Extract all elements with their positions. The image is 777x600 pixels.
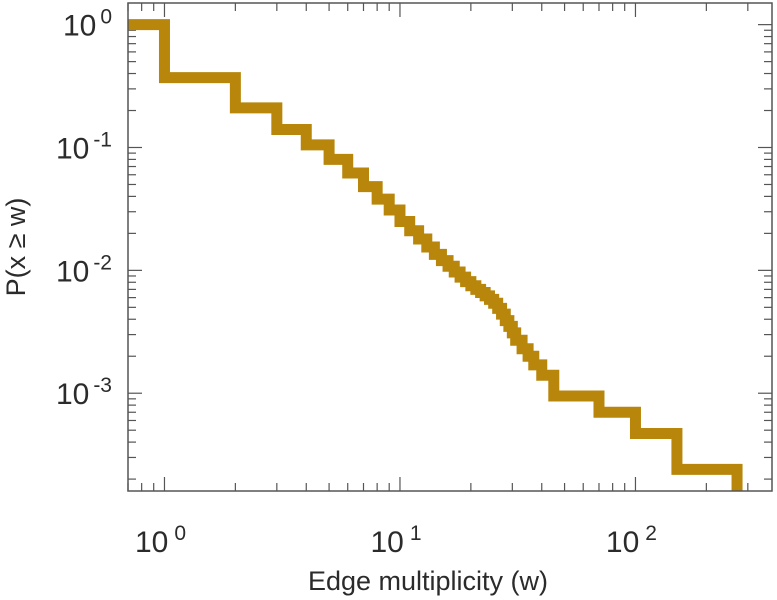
plot-frame: [127, 2, 773, 492]
y-axis-label: P(x ≥ w): [1, 198, 31, 297]
ccdf-step-line: [128, 19, 743, 491]
y-tick-label: 10 -2: [56, 251, 112, 288]
y-tick-label: 10 -3: [56, 374, 112, 411]
tick-marks: [127, 3, 772, 491]
x-tick-label: 10 2: [606, 522, 657, 559]
series-layer: [127, 19, 743, 491]
x-tick-label: 10 0: [135, 522, 186, 559]
x-axis-label: Edge multiplicity (w): [308, 566, 548, 596]
y-tick-label: 10 -1: [56, 128, 112, 165]
tick-labels: 10 0 10 1 10 2 10 0 10 -1 10 -2 10 -3: [56, 6, 657, 559]
y-tick-label: 10 0: [63, 6, 112, 43]
x-tick-label: 10 1: [370, 522, 421, 559]
